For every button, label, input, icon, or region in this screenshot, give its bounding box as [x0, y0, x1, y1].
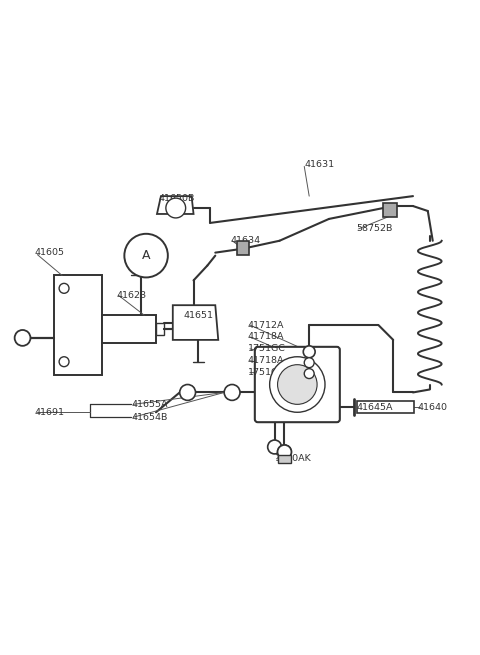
Polygon shape: [157, 196, 193, 214]
Text: 41631: 41631: [304, 160, 335, 169]
Text: 41654B: 41654B: [131, 413, 168, 422]
Circle shape: [166, 198, 186, 218]
Circle shape: [277, 445, 291, 459]
Text: 58752B: 58752B: [357, 225, 393, 233]
Bar: [237, 241, 249, 255]
Circle shape: [224, 384, 240, 400]
Text: 41645A: 41645A: [357, 403, 393, 412]
Text: 41634: 41634: [230, 236, 260, 245]
Text: 41655A: 41655A: [131, 400, 168, 409]
Text: 41712A: 41712A: [248, 320, 285, 329]
Circle shape: [304, 358, 314, 367]
Circle shape: [124, 234, 168, 278]
Circle shape: [270, 357, 325, 412]
Text: 1751GC: 1751GC: [248, 368, 286, 377]
Bar: [277, 455, 291, 463]
Text: 41691: 41691: [35, 408, 64, 417]
Circle shape: [304, 369, 314, 379]
Text: 41623: 41623: [117, 291, 146, 300]
Circle shape: [14, 330, 30, 346]
Text: 1130AK: 1130AK: [275, 455, 312, 463]
Text: 41605: 41605: [35, 248, 64, 257]
Circle shape: [303, 346, 315, 358]
Text: 41650B: 41650B: [159, 194, 195, 202]
Text: A: A: [142, 249, 150, 262]
Text: 1751GC: 1751GC: [248, 345, 286, 353]
Bar: [384, 203, 397, 217]
Circle shape: [277, 365, 317, 404]
Bar: [156, 323, 164, 335]
Circle shape: [268, 440, 281, 454]
Circle shape: [180, 384, 195, 400]
Text: 41651: 41651: [184, 310, 214, 320]
Text: 41718A: 41718A: [248, 333, 285, 341]
Circle shape: [59, 357, 69, 367]
Bar: [357, 402, 414, 413]
Circle shape: [277, 445, 291, 459]
FancyBboxPatch shape: [255, 347, 340, 422]
Text: 41640: 41640: [418, 403, 448, 412]
Circle shape: [59, 284, 69, 293]
Bar: [54, 276, 102, 375]
Bar: [102, 315, 156, 343]
Text: 41718A: 41718A: [248, 356, 285, 365]
Polygon shape: [173, 305, 218, 340]
